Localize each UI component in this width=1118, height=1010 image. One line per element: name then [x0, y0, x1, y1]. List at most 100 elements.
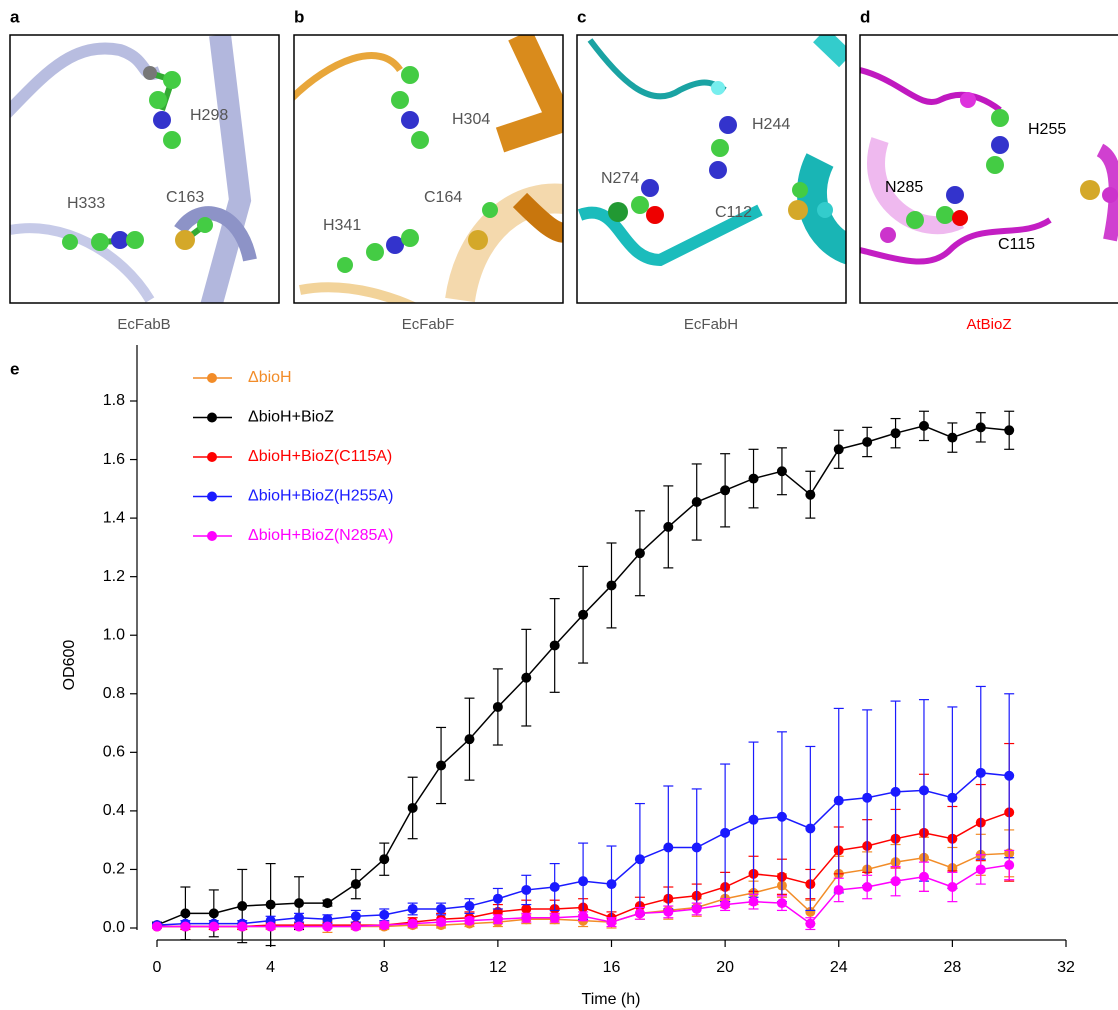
x-tick-label: 16 — [603, 959, 621, 976]
data-point — [976, 768, 986, 778]
y-tick-label: 0.4 — [103, 802, 125, 819]
x-tick-label: 32 — [1057, 959, 1075, 976]
data-point — [237, 901, 247, 911]
data-point — [947, 882, 957, 892]
series — [152, 686, 1014, 930]
legend-marker — [207, 413, 217, 423]
structure-image — [577, 35, 850, 303]
data-point — [180, 908, 190, 918]
data-point — [209, 908, 219, 918]
data-point — [493, 914, 503, 924]
data-point — [351, 922, 361, 932]
data-point — [408, 919, 418, 929]
residue-label: N274 — [601, 170, 639, 187]
data-point — [550, 882, 560, 892]
data-point — [464, 916, 474, 926]
data-point — [834, 796, 844, 806]
legend-marker — [207, 373, 217, 383]
data-point — [578, 911, 588, 921]
data-point — [749, 474, 759, 484]
legend-label: ΔbioH — [248, 369, 292, 386]
data-point — [720, 828, 730, 838]
data-point — [550, 640, 560, 650]
x-tick-label: 20 — [716, 959, 734, 976]
residue-label: H333 — [67, 195, 105, 212]
data-point — [521, 913, 531, 923]
data-point — [862, 793, 872, 803]
legend-label: ΔbioH+BioZ — [248, 409, 334, 426]
data-point — [436, 761, 446, 771]
data-point — [408, 904, 418, 914]
data-point — [891, 876, 901, 886]
residue-label: C112 — [715, 204, 752, 221]
data-point — [635, 548, 645, 558]
data-point — [976, 422, 986, 432]
panel-c: c H244 N274 C112 EcFabH — [577, 7, 850, 332]
data-point — [408, 803, 418, 813]
data-point — [209, 922, 219, 932]
panel-letter: e — [10, 359, 19, 378]
data-point — [976, 864, 986, 874]
x-tick-label: 0 — [153, 959, 162, 976]
y-tick-label: 1.0 — [103, 626, 125, 643]
data-point — [607, 917, 617, 927]
residue-label: N285 — [885, 179, 923, 196]
residue-label: H304 — [452, 111, 490, 128]
y-tick-label: 0.8 — [103, 685, 125, 702]
x-axis-title: Time (h) — [582, 991, 641, 1008]
data-point — [720, 900, 730, 910]
data-point — [805, 490, 815, 500]
data-point — [266, 900, 276, 910]
structure-image — [0, 35, 279, 310]
data-point — [578, 610, 588, 620]
data-point — [720, 485, 730, 495]
data-point — [1004, 771, 1014, 781]
data-point — [322, 898, 332, 908]
legend-label: ΔbioH+BioZ(N285A) — [248, 527, 393, 544]
panel-d: d H255 N285 C115 AtBioZ — [860, 7, 1118, 332]
y-axis-title: OD600 — [61, 640, 78, 691]
y-tick-label: 1.2 — [103, 568, 125, 585]
data-point — [180, 922, 190, 932]
data-point — [379, 920, 389, 930]
data-point — [493, 702, 503, 712]
data-point — [663, 522, 673, 532]
data-point — [436, 917, 446, 927]
data-point — [237, 922, 247, 932]
panel-letter: d — [860, 7, 870, 26]
data-point — [294, 913, 304, 923]
y-tick-label: 0.2 — [103, 861, 125, 878]
y-tick-label: 1.6 — [103, 451, 125, 468]
data-point — [578, 876, 588, 886]
residue-label: H255 — [1028, 121, 1066, 138]
x-tick-label: 12 — [489, 959, 507, 976]
residue-label: C163 — [166, 189, 204, 206]
data-point — [521, 673, 531, 683]
x-tick-label: 4 — [266, 959, 275, 976]
residue-label: C115 — [998, 236, 1035, 253]
y-tick-label: 1.4 — [103, 509, 125, 526]
structure-image — [290, 35, 570, 310]
data-point — [947, 793, 957, 803]
data-point — [862, 437, 872, 447]
data-point — [919, 872, 929, 882]
data-point — [266, 922, 276, 932]
data-point — [919, 785, 929, 795]
panel-letter: b — [294, 7, 304, 26]
figure: a H298 H333 C163 EcFabB b — [0, 0, 1118, 1010]
data-point — [550, 913, 560, 923]
x-tick-label: 24 — [830, 959, 848, 976]
panel-letter: c — [577, 7, 586, 26]
data-point — [1004, 860, 1014, 870]
legend-marker — [207, 492, 217, 502]
x-tick-label: 8 — [380, 959, 389, 976]
data-point — [777, 466, 787, 476]
data-point — [692, 904, 702, 914]
data-point — [834, 885, 844, 895]
y-tick-label: 1.8 — [103, 392, 125, 409]
data-point — [891, 787, 901, 797]
legend-label: ΔbioH+BioZ(H255A) — [248, 488, 393, 505]
data-point — [607, 580, 617, 590]
panel-caption: AtBioZ — [966, 316, 1011, 333]
